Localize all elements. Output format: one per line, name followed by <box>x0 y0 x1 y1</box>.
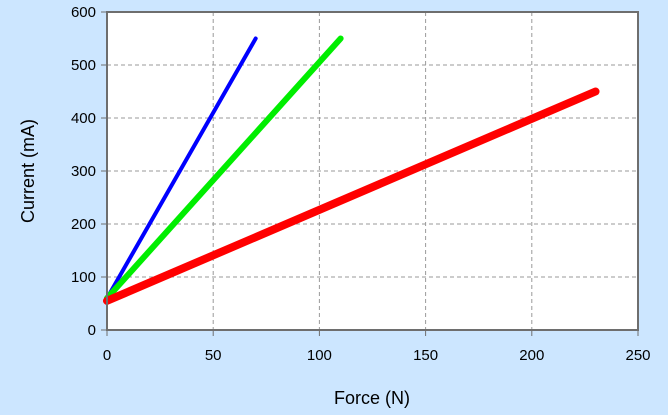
series-line-1 <box>105 36 258 301</box>
x-axis-ticks: 0 50 100 150 200 250 <box>103 330 651 364</box>
x-tick-label: 200 <box>519 347 544 364</box>
x-tick-label: 250 <box>625 347 650 364</box>
y-axis-ticks: 0 100 200 300 400 500 600 <box>71 4 107 339</box>
series-line-3 <box>103 87 600 305</box>
y-tick-label: 500 <box>71 57 96 74</box>
series-layer <box>103 35 600 305</box>
x-tick-label: 150 <box>413 347 438 364</box>
y-tick-label: 100 <box>71 269 96 286</box>
y-tick-label: 300 <box>71 163 96 180</box>
x-tick-label: 50 <box>205 347 222 364</box>
y-tick-label: 400 <box>71 110 96 127</box>
series-line-2 <box>104 35 344 302</box>
y-tick-label: 600 <box>71 4 96 21</box>
x-tick-label: 100 <box>307 347 332 364</box>
y-axis-title: Current (mA) <box>18 119 38 223</box>
x-tick-label: 0 <box>103 347 111 364</box>
y-tick-label: 200 <box>71 216 96 233</box>
x-axis-title: Force (N) <box>334 388 410 408</box>
y-tick-label: 0 <box>88 322 96 339</box>
